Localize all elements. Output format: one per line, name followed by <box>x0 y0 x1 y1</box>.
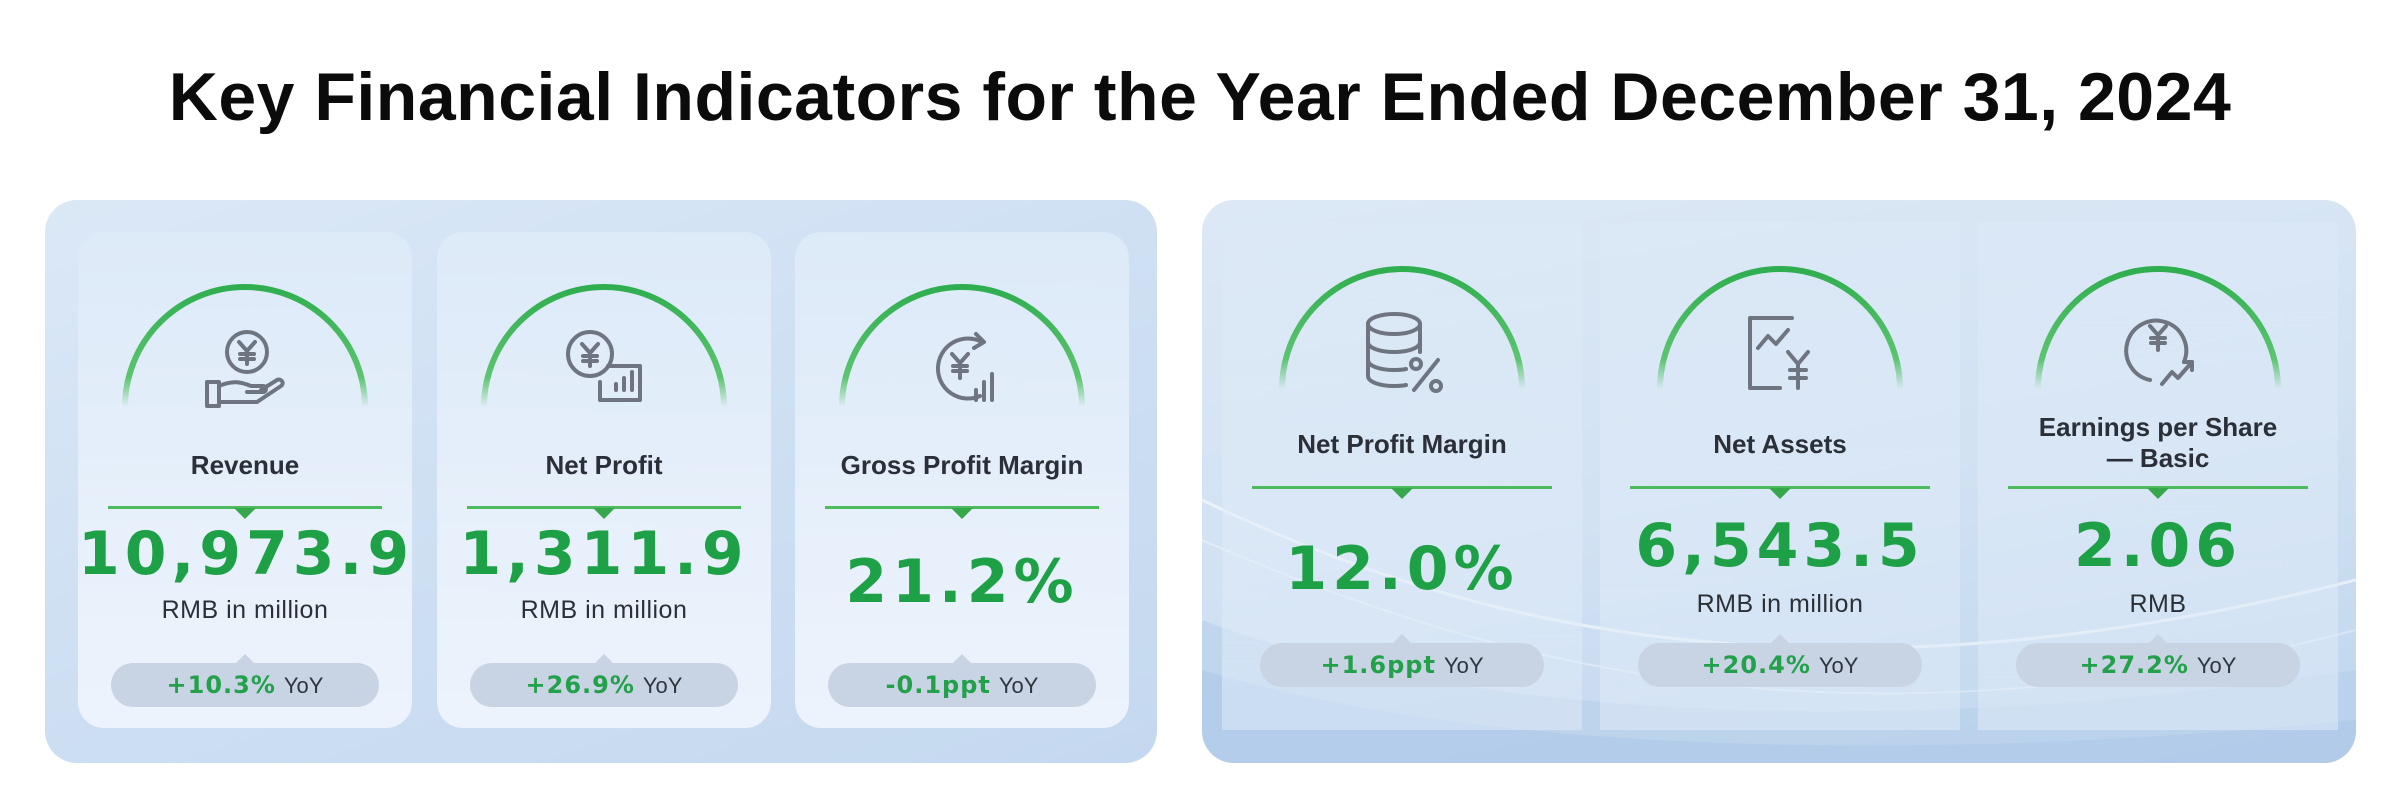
yoy-change-badge: +1.6ppt YoY <box>1260 643 1544 687</box>
yoy-change-value: +20.4% <box>1701 651 1811 679</box>
card-arc <box>839 284 1085 408</box>
yoy-change-badge: +20.4% YoY <box>1638 643 1922 687</box>
indicator-unit: RMB in million <box>161 596 329 624</box>
yoy-change-value: +10.3% <box>166 671 276 699</box>
yoy-label: YoY <box>283 673 324 698</box>
indicator-divider <box>467 506 741 519</box>
indicator-value: 12.0% <box>1285 534 1519 604</box>
indicator-card-earnings-per-share: Earnings per Share — Basic 2.06 RMB +27.… <box>1978 222 2338 730</box>
indicator-unit: RMB <box>2129 590 2187 618</box>
indicator-unit: RMB in million <box>1696 590 1864 618</box>
yoy-label: YoY <box>642 673 683 698</box>
yoy-change-value: -0.1ppt <box>885 671 991 699</box>
divider-notch <box>951 508 973 519</box>
database-percent-icon <box>1366 312 1443 393</box>
indicator-label: Net Assets <box>1713 429 1847 459</box>
card-arc <box>2035 266 2281 390</box>
yuan-trend-document-icon <box>1748 316 1810 390</box>
indicator-label: Net Profit <box>545 450 663 480</box>
indicator-value: 2.06 <box>2073 511 2243 581</box>
yoy-change-badge: +10.3% YoY <box>111 663 379 707</box>
indicator-value: 6,543.5 <box>1635 511 1925 581</box>
yoy-change-value: +26.9% <box>525 671 635 699</box>
divider-notch <box>593 508 615 519</box>
indicator-card-net-profit: Net Profit 1,311.9 RMB in million +26.9%… <box>437 232 771 728</box>
indicator-card-revenue: Revenue 10,973.9 RMB in million +10.3% Yo… <box>78 232 412 728</box>
page-title: Key Financial Indicators for the Year En… <box>168 59 2232 135</box>
indicator-divider <box>108 506 382 519</box>
divider-notch <box>234 508 256 519</box>
indicator-divider <box>1252 486 1552 499</box>
indicator-divider <box>1630 486 1930 499</box>
indicator-label: Gross Profit Margin <box>840 450 1084 480</box>
divider-notch <box>1391 488 1413 499</box>
card-arc <box>1657 266 1903 390</box>
indicator-panel-left: Revenue 10,973.9 RMB in million +10.3% Yo… <box>45 200 1157 763</box>
yuan-coin-hand-icon <box>205 330 285 408</box>
indicator-divider <box>825 506 1099 519</box>
indicator-label: Earnings per Share — Basic <box>2038 412 2278 473</box>
indicator-value: 10,973.9 <box>78 519 415 589</box>
indicator-panel-right: Net Profit Margin 12.0% +1.6ppt YoY <box>1202 200 2356 763</box>
indicator-card-net-assets: Net Assets 6,543.5 RMB in million +20.4%… <box>1600 222 1960 730</box>
card-arc <box>122 284 368 408</box>
indicator-card-gross-profit-margin: Gross Profit Margin 21.2% -0.1ppt YoY <box>795 232 1129 728</box>
yoy-change-badge: +27.2% YoY <box>2016 643 2300 687</box>
indicator-value: 1,311.9 <box>459 519 749 589</box>
indicator-value: 21.2% <box>845 547 1079 617</box>
yoy-label: YoY <box>2196 653 2237 678</box>
yoy-change-value: +27.2% <box>2079 651 2189 679</box>
yuan-cycle-chart-icon <box>935 332 994 402</box>
yoy-label: YoY <box>998 673 1039 698</box>
indicator-label: Revenue <box>190 450 300 480</box>
divider-notch <box>2147 488 2169 499</box>
card-arc <box>481 284 727 408</box>
yuan-coin-growth-icon <box>2124 318 2194 386</box>
card-arc <box>1279 266 1525 390</box>
yoy-change-badge: +26.9% YoY <box>470 663 738 707</box>
indicator-unit: RMB in million <box>520 596 688 624</box>
yoy-change-value: +1.6ppt <box>1320 651 1436 679</box>
divider-notch <box>1769 488 1791 499</box>
yuan-coin-bar-chart-icon <box>566 330 642 402</box>
yoy-change-badge: -0.1ppt YoY <box>828 663 1096 707</box>
indicator-label: Net Profit Margin <box>1297 429 1507 459</box>
yoy-label: YoY <box>1443 653 1484 678</box>
indicator-divider <box>2008 486 2308 499</box>
indicator-card-net-profit-margin: Net Profit Margin 12.0% +1.6ppt YoY <box>1222 222 1582 730</box>
yoy-label: YoY <box>1818 653 1859 678</box>
